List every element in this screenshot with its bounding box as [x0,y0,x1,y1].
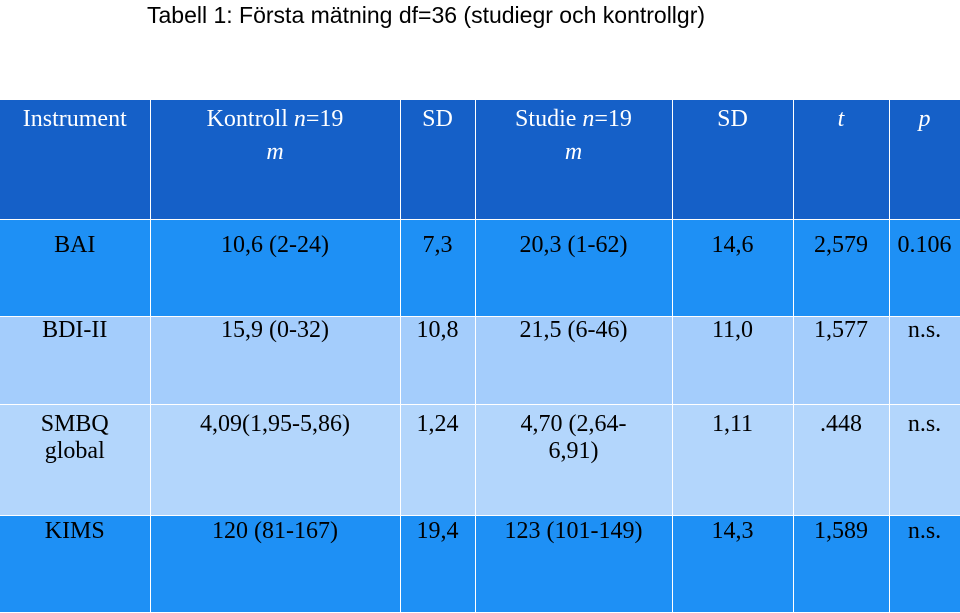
kontroll-label: Kontroll [206,106,294,132]
studie-n-val: =19 [594,106,632,132]
cell-t: .448 [793,404,890,516]
cell-studie: 4,70 (2,64-6,91) [475,404,673,516]
col-header-instrument: Instrument [0,100,151,220]
cell-t: 1,577 [793,316,890,405]
cell-kontroll: 4,09(1,95-5,86) [150,404,401,516]
cell-studie: 20,3 (1-62) [475,219,673,317]
table-title: Tabell 1: Första mätning df=36 (studiegr… [147,2,706,28]
cell-sd1: 19,4 [400,515,476,613]
cell-instrument: SMBQ global [0,404,151,516]
cell-sd2: 14,6 [672,219,794,317]
cell-instrument: KIMS [0,515,151,613]
table-header-row: Instrument Kontroll n=19 m SD Studie n=19… [0,100,960,220]
col-header-sd1: SD [400,100,476,220]
cell-sd1: 1,24 [400,404,476,516]
kontroll-sub: m [266,139,284,165]
studie-n-var: n [582,106,595,132]
cell-sd2: 1,11 [672,404,794,516]
table-row-bdi: BDI-II 15,9 (0-32) 10,8 21,5 (6-46) 11,0… [0,316,960,405]
cell-instrument: BAI [0,219,151,317]
cell-p: 0.106 [889,219,960,317]
kontroll-n-val: =19 [305,106,344,132]
cell-instrument: BDI-II [0,316,151,405]
cell-p: n.s. [889,316,960,405]
studie-sub: m [564,139,583,165]
cell-t: 2,579 [793,219,890,317]
cell-kontroll: 120 (81-167) [150,515,401,613]
col-header-kontroll: Kontroll n=19 m [150,100,401,220]
cell-sd1: 7,3 [400,219,476,317]
cell-kontroll: 10,6 (2-24) [150,219,401,317]
table-row-kims: KIMS 120 (81-167) 19,4 123 (101-149) 14,… [0,515,960,613]
cell-sd2: 11,0 [672,316,794,405]
table-row-smbq: SMBQ global 4,09(1,95-5,86) 1,24 4,70 (2… [0,404,960,516]
cell-kontroll: 15,9 (0-32) [150,316,401,405]
cell-p: n.s. [889,515,960,613]
cell-t: 1,589 [793,515,890,613]
cell-sd2: 14,3 [672,515,794,613]
results-table: Instrument Kontroll n=19 m SD Studie n=19… [0,100,960,613]
table-row-bai: BAI 10,6 (2-24) 7,3 20,3 (1-62) 14,6 2,5… [0,219,960,317]
cell-studie: 123 (101-149) [475,515,673,613]
col-header-t: t [793,100,890,220]
cell-p: n.s. [889,404,960,516]
col-header-p: p [889,100,960,220]
kontroll-n-var: n [293,106,306,132]
cell-sd1: 10,8 [400,316,476,405]
col-header-studie: Studie n=19 m [475,100,673,220]
studie-label: Studie [515,106,583,132]
col-header-sd2: SD [672,100,794,220]
cell-studie: 21,5 (6-46) [475,316,673,405]
